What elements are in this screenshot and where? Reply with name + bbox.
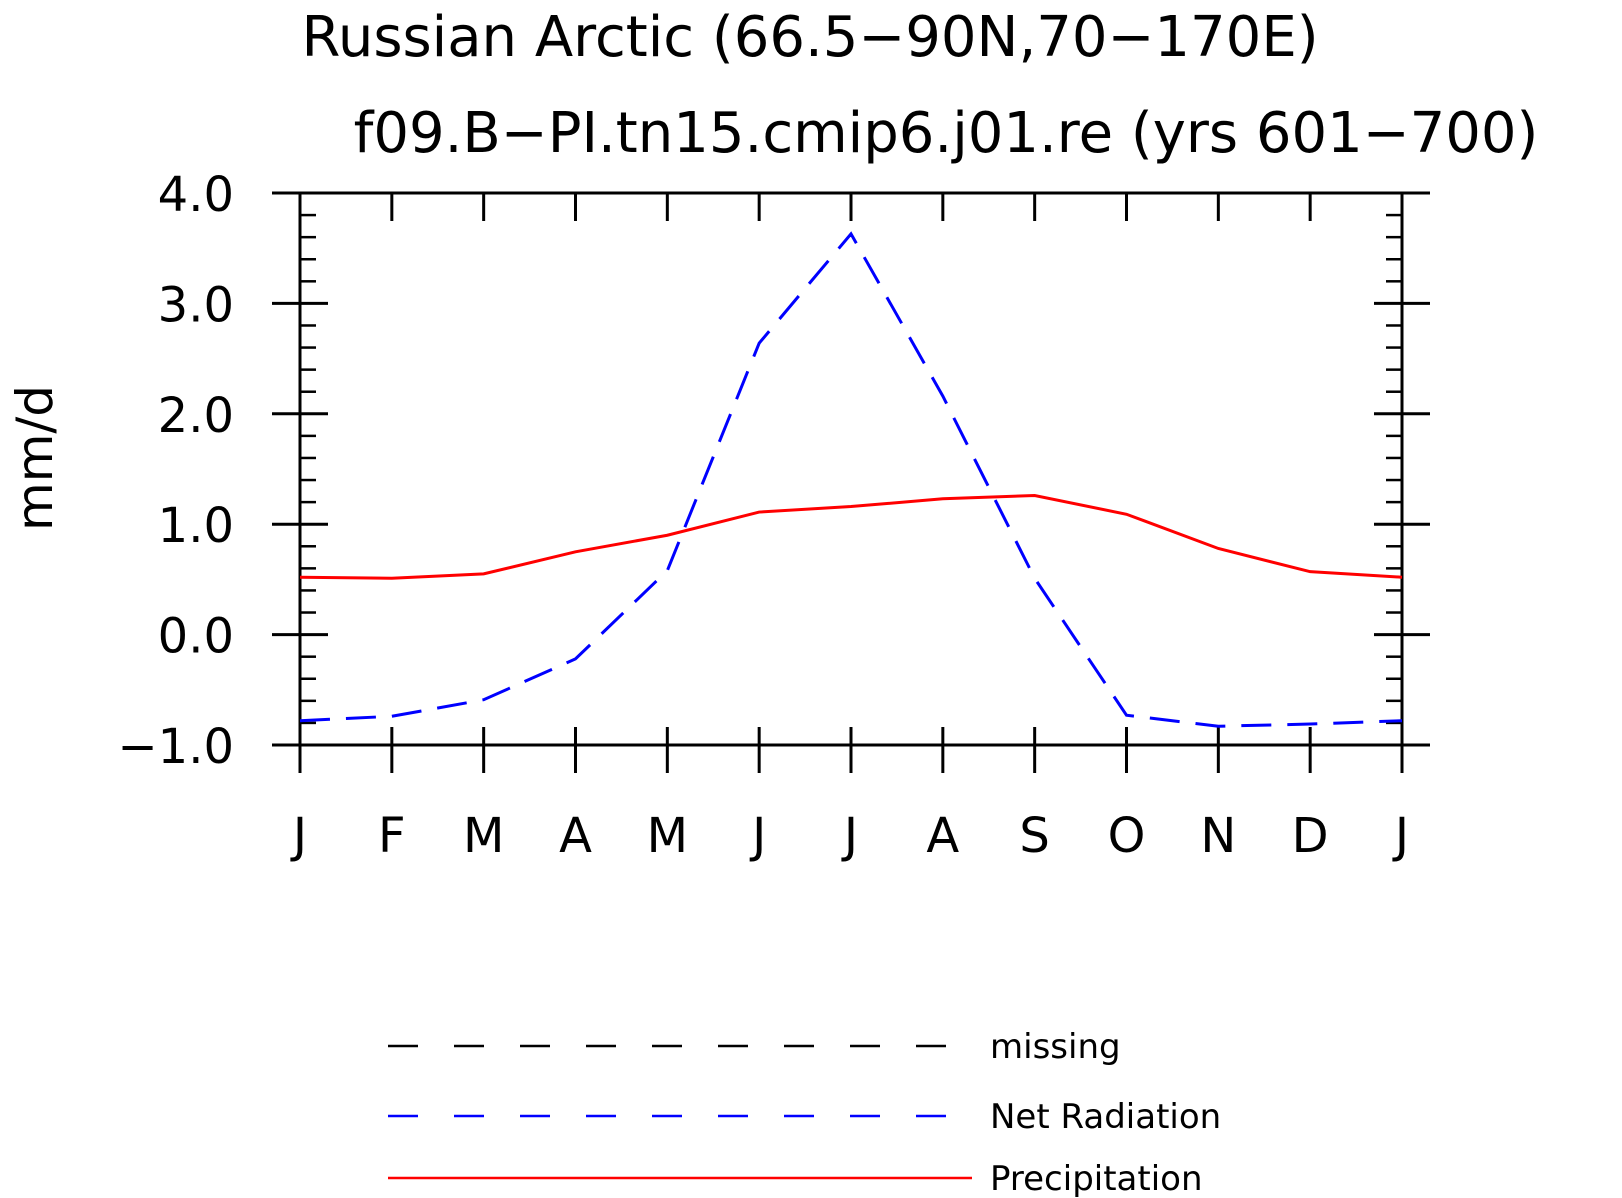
legend-label: missing (990, 1027, 1121, 1067)
x-tick-label: N (1200, 808, 1236, 864)
x-tick-label: A (559, 808, 592, 864)
y-tick-label: 0.0 (158, 609, 234, 665)
axis-ticks (272, 191, 1430, 773)
series-lines (299, 231, 1403, 728)
y-axis-label: mm/d (6, 385, 64, 531)
y-tick-label: 4.0 (158, 167, 234, 223)
x-tick-label: J (1392, 808, 1409, 864)
x-tick-label: J (290, 808, 307, 864)
series-line (299, 231, 1403, 728)
x-tick-label: M (463, 808, 504, 864)
y-tick-label: −1.0 (117, 719, 234, 775)
series-line (299, 493, 1403, 580)
y-tick-label: 3.0 (158, 277, 234, 333)
chart-subtitle: f09.B−PI.tn15.cmip6.j01.re (yrs 601−700) (354, 101, 1539, 166)
x-tick-label: J (841, 808, 858, 864)
x-tick-label: D (1292, 808, 1329, 864)
y-tick-labels: −1.0 0.0 1.0 2.0 3.0 4.0 (117, 167, 234, 775)
y-tick-label: 1.0 (158, 498, 234, 554)
x-tick-label: S (1019, 808, 1049, 864)
x-tick-label: M (647, 808, 688, 864)
legend: missing Net Radiation Precipitation (388, 1027, 1221, 1198)
x-tick-label: F (378, 808, 406, 864)
legend-label: Net Radiation (990, 1097, 1221, 1137)
chart-title: Russian Arctic (66.5−90N,70−170E) (301, 5, 1318, 70)
x-tick-label: A (926, 808, 959, 864)
legend-label: Precipitation (990, 1159, 1203, 1198)
y-tick-label: 2.0 (158, 388, 234, 444)
x-tick-label: O (1108, 808, 1146, 864)
plot-frame (298, 191, 1404, 747)
x-tick-label: J (749, 808, 766, 864)
